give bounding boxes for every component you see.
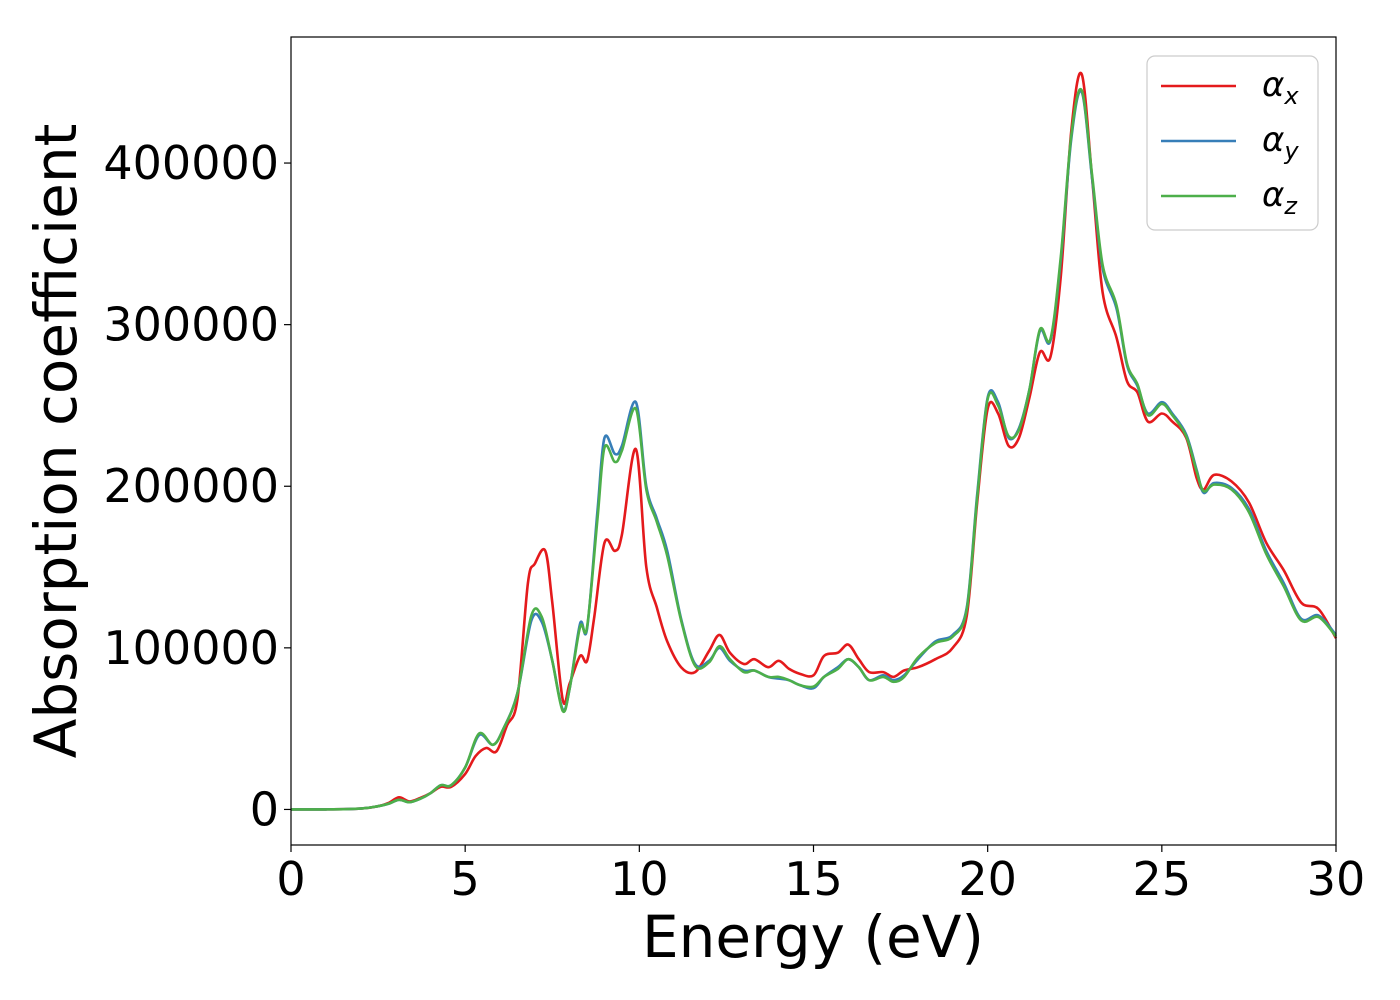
x-tick-label: 0 <box>276 852 305 906</box>
x-tick-label: 15 <box>784 852 843 906</box>
x-tick-label: 10 <box>610 852 669 906</box>
legend-label-y: αy <box>1262 120 1299 165</box>
x-axis-title: Energy (eV) <box>642 903 984 971</box>
legend-box <box>1146 55 1319 231</box>
x-axis-ticks: 0 5 10 15 20 25 30 <box>276 845 1365 906</box>
series-line-x <box>290 71 1338 811</box>
y-tick-label: 300000 <box>103 298 279 352</box>
x-tick-label: 20 <box>958 852 1017 906</box>
x-tick-label: 30 <box>1307 852 1366 906</box>
x-tick-label: 25 <box>1133 852 1192 906</box>
y-axis-title: Absorption coefficient <box>22 124 90 759</box>
legend-label-x: αx <box>1262 65 1299 110</box>
y-tick-label: 400000 <box>103 136 279 190</box>
y-tick-label: 100000 <box>103 621 279 675</box>
series-layer <box>290 71 1338 811</box>
series-line-z <box>290 87 1337 811</box>
y-tick-label: 200000 <box>103 459 279 513</box>
y-tick-label: 0 <box>250 782 279 836</box>
y-axis-ticks: 0 100000 200000 300000 400000 <box>103 136 291 836</box>
x-tick-label: 5 <box>451 852 480 906</box>
